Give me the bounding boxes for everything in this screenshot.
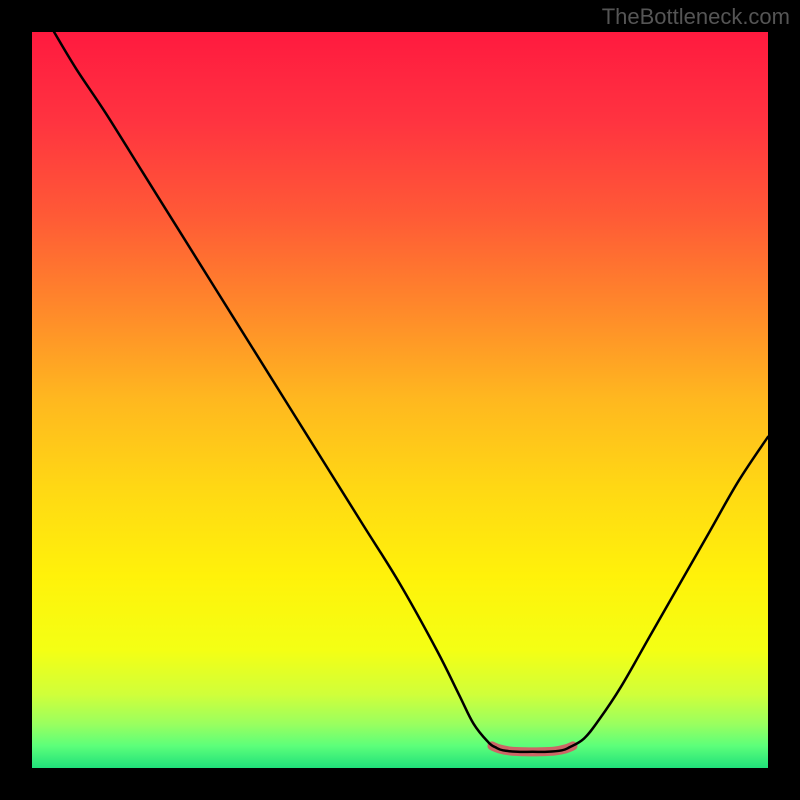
curve-overlay <box>32 32 768 768</box>
plot-area <box>32 32 768 768</box>
watermark-text: TheBottleneck.com <box>602 4 790 30</box>
chart-container: TheBottleneck.com <box>0 0 800 800</box>
bottleneck-curve <box>54 32 768 752</box>
